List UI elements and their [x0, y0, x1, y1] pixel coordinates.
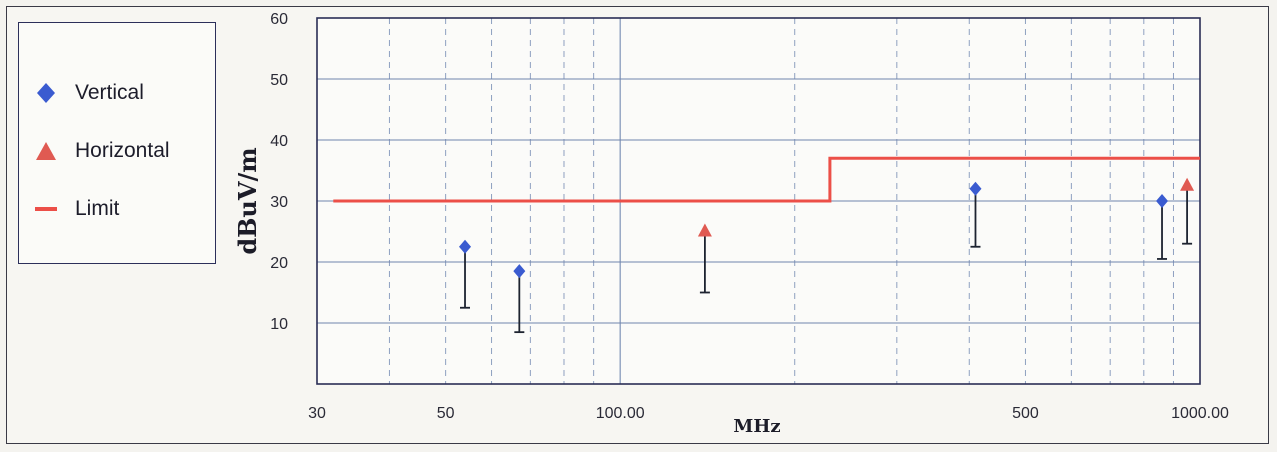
vertical-point: [459, 239, 472, 254]
y-tick-label: 30: [270, 194, 288, 211]
legend-item-limit: Limit: [33, 195, 119, 223]
triangle-icon: [33, 138, 59, 164]
limit-line: [333, 156, 1200, 203]
y-axis-title: dBuV/m: [233, 147, 262, 254]
y-tick-label: 20: [270, 255, 288, 272]
legend-item-vertical: Vertical: [33, 79, 144, 107]
y-tick-label: 40: [270, 133, 288, 150]
chart-legend: Vertical Horizontal Limit: [18, 22, 216, 264]
x-tick-label: 100.00: [596, 405, 645, 422]
y-tick-label: 60: [270, 11, 288, 28]
y-tick-label: 10: [270, 316, 288, 333]
horizontal-point: [1180, 177, 1195, 191]
x-axis-title: MHz: [733, 416, 780, 437]
plot-border: [316, 17, 1201, 385]
legend-label: Horizontal: [75, 139, 170, 162]
horizontal-point: [697, 223, 712, 237]
legend-label: Limit: [75, 197, 120, 220]
vertical-point: [969, 181, 982, 196]
diamond-icon: [33, 80, 59, 106]
y-tick-label: 50: [270, 72, 288, 89]
x-tick-label: 500: [1012, 405, 1039, 422]
x-tick-label: 50: [437, 405, 455, 422]
vertical-point: [513, 264, 526, 279]
legend-item-horizontal: Horizontal: [33, 137, 170, 165]
legend-label: Vertical: [75, 81, 144, 104]
x-tick-label: 1000.00: [1171, 405, 1229, 422]
line-icon: [33, 196, 59, 222]
vertical-point: [1156, 194, 1169, 208]
x-tick-label: 30: [308, 405, 326, 422]
